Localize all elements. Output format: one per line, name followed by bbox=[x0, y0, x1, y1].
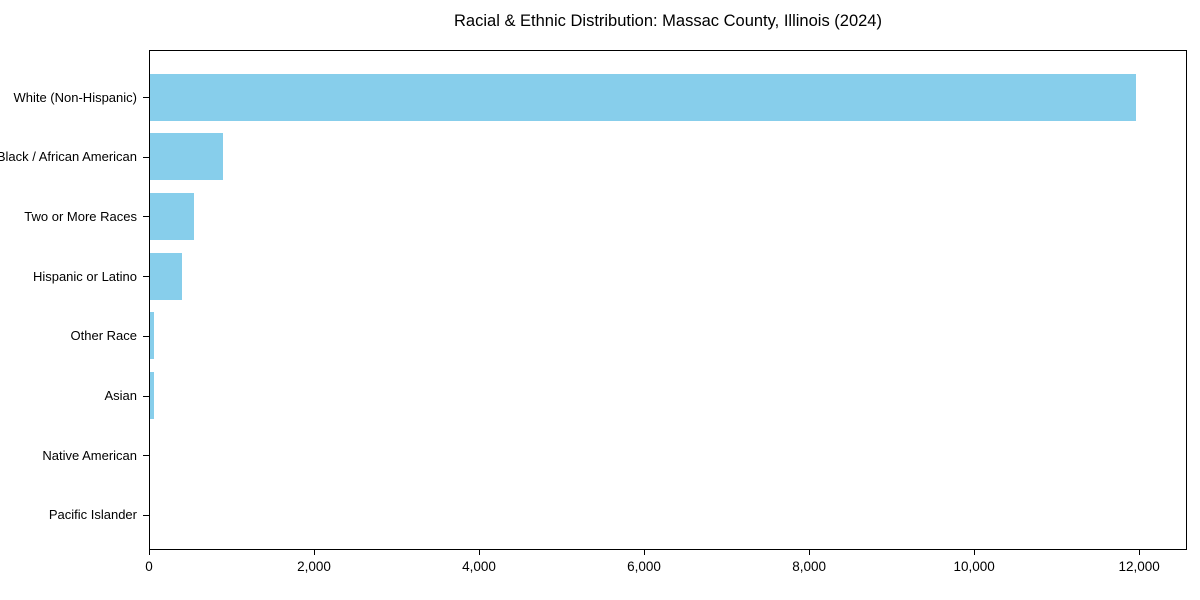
bar-white-non-hispanic bbox=[150, 73, 1137, 121]
bar-hispanic-or-latino bbox=[150, 252, 183, 300]
plot-area bbox=[149, 50, 1187, 550]
x-axis-tick bbox=[1139, 550, 1141, 555]
y-axis-tick bbox=[143, 216, 149, 218]
y-axis-category-label: Pacific Islander bbox=[48, 507, 137, 523]
y-axis-tick bbox=[143, 156, 149, 158]
y-axis-category-label: Two or More Races bbox=[24, 208, 137, 224]
x-axis-tick-label: 6,000 bbox=[627, 559, 661, 574]
y-axis-tick bbox=[143, 455, 149, 457]
y-axis-category-label: White (Non-Hispanic) bbox=[13, 89, 137, 105]
y-axis-tick bbox=[143, 97, 149, 98]
x-axis-tick-label: 10,000 bbox=[953, 559, 995, 574]
y-axis-tick bbox=[143, 335, 149, 337]
x-axis-tick bbox=[479, 550, 481, 555]
bar-black-african-american bbox=[150, 133, 224, 181]
y-axis-category-label: Hispanic or Latino bbox=[32, 268, 137, 284]
y-axis-category-label: Native American bbox=[42, 447, 137, 463]
x-axis-tick bbox=[974, 550, 976, 555]
x-axis-tick-label: 12,000 bbox=[1118, 559, 1160, 574]
y-axis-tick bbox=[143, 276, 149, 278]
chart-title: Racial & Ethnic Distribution: Massac Cou… bbox=[454, 12, 882, 30]
x-axis-tick-label: 2,000 bbox=[297, 559, 331, 574]
y-axis-category-label: Asian bbox=[104, 388, 137, 403]
x-axis-tick bbox=[314, 550, 316, 555]
y-axis-category-label: Other Race bbox=[70, 328, 137, 344]
bar-asian bbox=[150, 372, 154, 419]
x-axis-tick-label: 0 bbox=[145, 559, 153, 574]
y-axis-tick bbox=[143, 514, 149, 516]
x-axis-tick bbox=[809, 550, 811, 555]
bar-other-race bbox=[150, 312, 155, 360]
y-axis-tick bbox=[143, 395, 149, 397]
bar-two-or-more-races bbox=[150, 192, 194, 240]
x-axis-tick bbox=[149, 550, 150, 555]
x-axis-tick-label: 8,000 bbox=[792, 559, 826, 574]
x-axis-tick-label: 4,000 bbox=[462, 559, 496, 574]
x-axis-tick bbox=[644, 550, 646, 555]
y-axis-category-label: Black / African American bbox=[0, 149, 137, 165]
